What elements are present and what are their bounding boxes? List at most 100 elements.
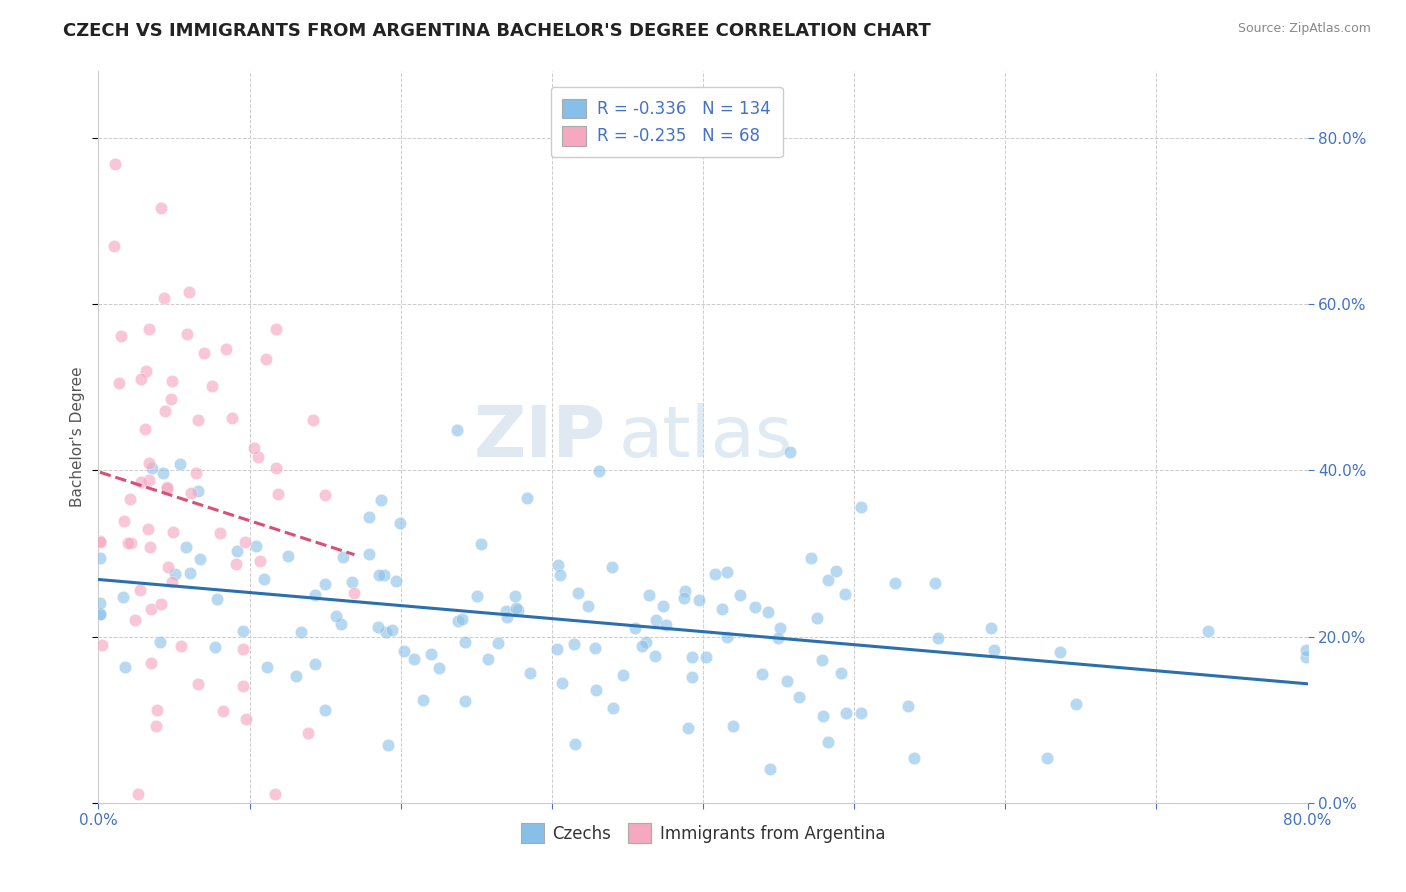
Point	[392, 644, 415, 658]
Point	[141, 656, 163, 670]
Point	[388, 516, 411, 530]
Point	[548, 568, 571, 582]
Point	[631, 639, 654, 653]
Point	[1049, 645, 1071, 659]
Point	[811, 652, 834, 666]
Point	[129, 582, 152, 597]
Point	[89, 533, 111, 548]
Point	[89, 596, 111, 610]
Point	[243, 441, 266, 455]
Point	[91, 639, 114, 653]
Point	[153, 292, 176, 306]
Point	[470, 537, 492, 551]
Point	[567, 586, 589, 600]
Point	[176, 541, 198, 555]
Point	[357, 510, 380, 524]
Point	[983, 643, 1005, 657]
Point	[89, 607, 111, 621]
Point	[135, 364, 157, 378]
Point	[157, 560, 180, 574]
Point	[357, 547, 380, 561]
Point	[253, 572, 276, 586]
Point	[249, 554, 271, 568]
Point	[304, 588, 326, 602]
Point	[139, 602, 162, 616]
Point	[515, 491, 537, 505]
Point	[187, 484, 209, 499]
Point	[884, 575, 907, 590]
Point	[254, 352, 277, 367]
Point	[89, 550, 111, 565]
Point	[744, 599, 766, 614]
Point	[188, 552, 211, 566]
Point	[446, 424, 468, 438]
Point	[226, 544, 249, 558]
Point	[637, 588, 659, 602]
Point	[367, 620, 389, 634]
Point	[329, 617, 352, 632]
Point	[849, 500, 872, 514]
Point	[381, 623, 404, 637]
Point	[212, 704, 235, 718]
Point	[1295, 650, 1317, 665]
Point	[180, 486, 202, 500]
Point	[127, 788, 149, 802]
Point	[673, 591, 696, 605]
Point	[776, 673, 799, 688]
Point	[779, 444, 801, 458]
Point	[681, 650, 703, 665]
Point	[465, 590, 488, 604]
Point	[215, 342, 238, 356]
Point	[201, 378, 224, 392]
Point	[374, 624, 396, 639]
Point	[343, 586, 366, 600]
Point	[145, 703, 167, 717]
Point	[225, 557, 247, 571]
Point	[340, 575, 363, 590]
Point	[89, 534, 111, 549]
Point	[506, 603, 529, 617]
Point	[204, 640, 226, 654]
Point	[277, 549, 299, 563]
Point	[160, 574, 183, 589]
Point	[232, 642, 254, 657]
Point	[486, 636, 509, 650]
Point	[453, 694, 475, 708]
Point	[256, 660, 278, 674]
Point	[177, 285, 200, 300]
Point	[716, 566, 738, 580]
Point	[156, 481, 179, 495]
Point	[120, 536, 142, 550]
Point	[588, 464, 610, 478]
Point	[454, 635, 477, 649]
Point	[849, 706, 872, 720]
Point	[304, 657, 326, 671]
Point	[704, 566, 727, 581]
Point	[165, 566, 187, 581]
Point	[103, 239, 125, 253]
Point	[676, 721, 699, 735]
Point	[1197, 624, 1219, 638]
Point	[645, 613, 668, 627]
Point	[205, 591, 228, 606]
Point	[505, 600, 527, 615]
Point	[806, 611, 828, 625]
Point	[721, 719, 744, 733]
Point	[187, 677, 209, 691]
Point	[688, 593, 710, 607]
Point	[138, 456, 160, 470]
Point	[576, 599, 599, 613]
Point	[112, 514, 135, 528]
Point	[325, 609, 347, 624]
Point	[495, 604, 517, 618]
Point	[107, 376, 129, 391]
Point	[924, 576, 946, 591]
Point	[728, 588, 751, 602]
Point	[519, 665, 541, 680]
Point	[673, 584, 696, 599]
Point	[562, 637, 585, 651]
Point	[150, 597, 173, 611]
Point	[551, 675, 574, 690]
Point	[117, 536, 139, 550]
Point	[118, 492, 141, 507]
